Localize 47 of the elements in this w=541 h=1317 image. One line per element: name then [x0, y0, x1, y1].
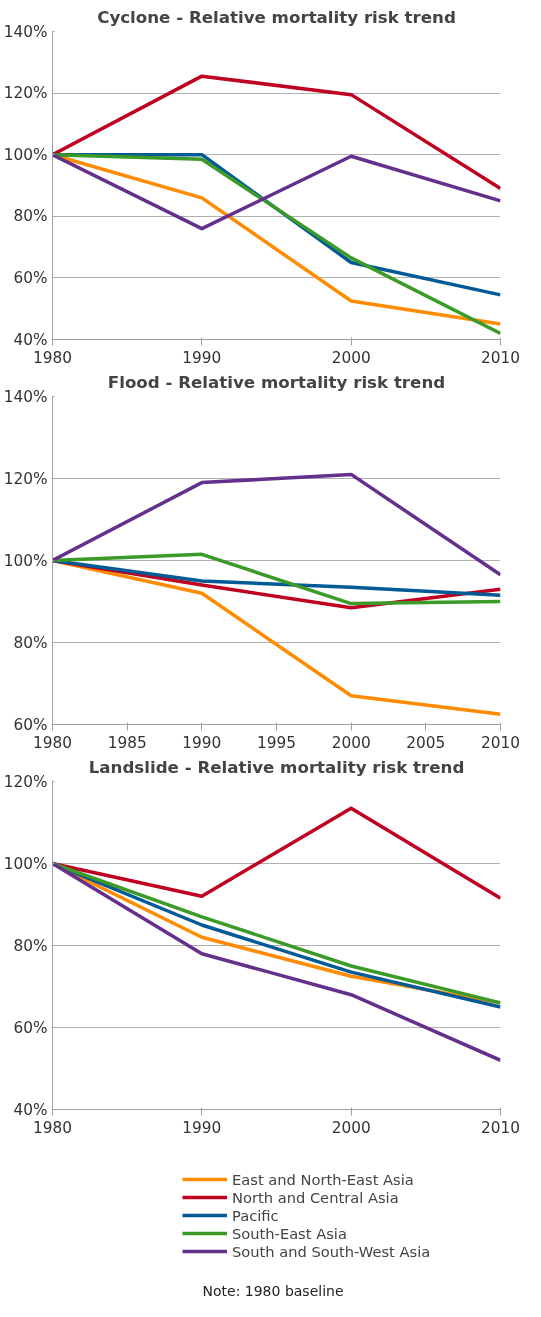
chart-title: Flood - Relative mortality risk trend [107, 372, 446, 392]
y-tick-label: 140% [3, 387, 48, 406]
line-series [52, 806, 501, 901]
line-series [52, 558, 501, 598]
line-series [52, 552, 501, 606]
x-tick-label: 1995 [257, 733, 297, 752]
legend-label: Pacific [232, 1206, 279, 1224]
chart-title: Landslide - Relative mortality risk trend [88, 757, 465, 777]
x-tick-label: 2010 [481, 1118, 521, 1137]
y-tick-label: 60% [13, 1018, 48, 1037]
text: Note: 1980 baseline [202, 1282, 344, 1299]
y-tick-label: 80% [13, 633, 48, 652]
x-tick-label: 1980 [33, 348, 73, 367]
y-tick-label: 140% [3, 22, 48, 41]
x-tick-label: 2010 [481, 348, 521, 367]
x-tick-label: 1980 [33, 733, 73, 752]
chart-title: Cyclone - Relative mortality risk trend [97, 7, 456, 27]
x-tick-label: 2010 [481, 733, 521, 752]
line-series [52, 152, 501, 231]
x-tick-label: 2000 [331, 1118, 371, 1137]
y-tick-label: 40% [13, 1100, 48, 1119]
y-tick-label: 100% [3, 854, 48, 873]
x-tick-label: 1980 [33, 1118, 73, 1137]
y-tick-label: 40% [13, 330, 48, 349]
legend-label: North and Central Asia [232, 1188, 399, 1206]
x-tick-label: 2000 [331, 733, 371, 752]
y-tick-label: 120% [3, 84, 48, 103]
line-series [52, 472, 501, 577]
y-tick-label: 100% [3, 145, 48, 164]
x-tick-label: 1985 [107, 733, 147, 752]
legend-label: South and South-West Asia [232, 1242, 431, 1260]
line-series [52, 74, 501, 191]
y-tick-label: 120% [3, 469, 48, 488]
x-tick-label: 1990 [182, 733, 222, 752]
legend-label: South-East Asia [232, 1224, 347, 1242]
y-tick-label: 100% [3, 551, 48, 570]
x-tick-label: 1990 [182, 348, 222, 367]
y-tick-label: 80% [13, 936, 48, 955]
y-tick-label: 60% [13, 268, 48, 287]
y-tick-label: 60% [13, 715, 48, 734]
x-tick-label: 1990 [182, 1118, 222, 1137]
legend-label: East and North-East Asia [232, 1170, 414, 1188]
y-tick-label: 120% [3, 772, 48, 791]
x-tick-label: 2000 [331, 348, 371, 367]
line-series [52, 861, 501, 1063]
x-tick-label: 2005 [406, 733, 446, 752]
y-tick-label: 80% [13, 207, 48, 226]
